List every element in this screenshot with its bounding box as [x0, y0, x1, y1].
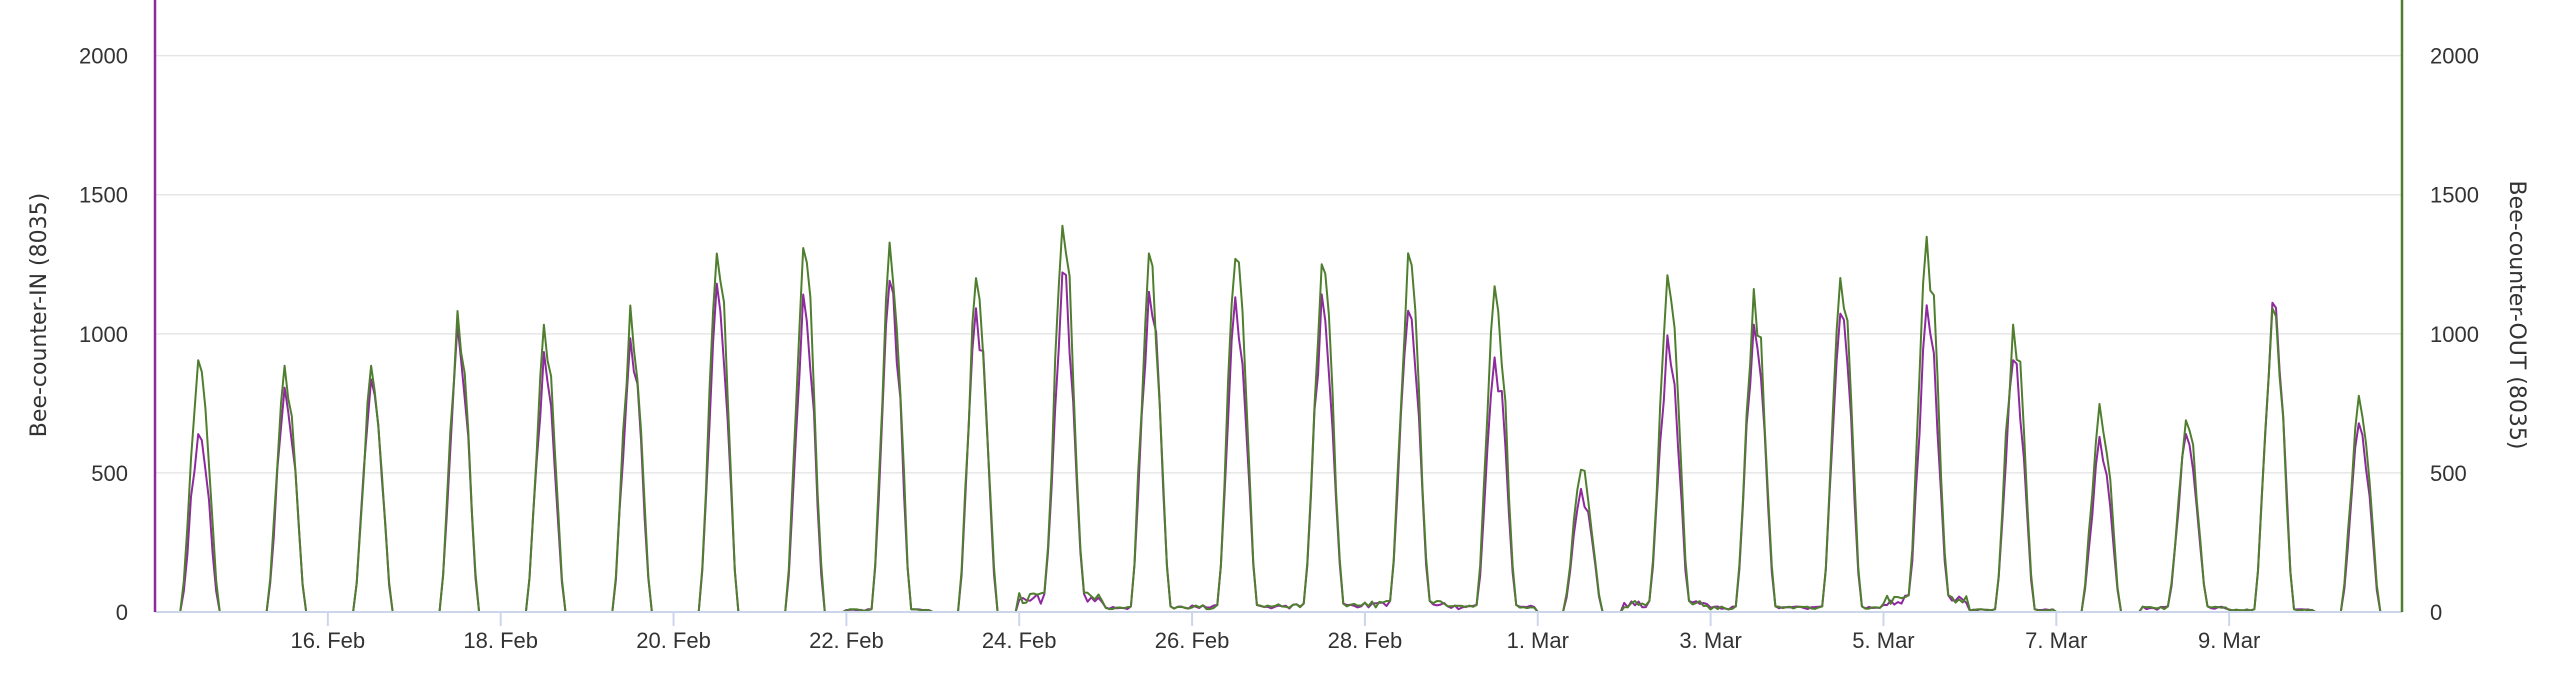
x-tick-label: 7. Mar [2025, 628, 2087, 653]
y-right-tick-label: 1500 [2430, 183, 2479, 208]
y-left-tick-label: 0 [116, 600, 128, 625]
y-left-tick-labels: 0 500 1000 1500 2000 [79, 44, 128, 625]
x-tick-label: 28. Feb [1328, 628, 1403, 653]
x-tick-label: 9. Mar [2198, 628, 2260, 653]
x-tick-label: 5. Mar [1852, 628, 1914, 653]
y-right-tick-label: 2000 [2430, 44, 2479, 69]
x-tick-label: 16. Feb [291, 628, 366, 653]
y-right-tick-label: 1000 [2430, 322, 2479, 347]
y-left-tick-label: 500 [91, 461, 128, 486]
series-line-out [155, 224, 2399, 613]
series-group [155, 224, 2399, 613]
y-right-axis-title: Bee-counter-OUT (8035) [2504, 181, 2529, 450]
y-right-tick-label: 0 [2430, 600, 2442, 625]
x-tick-label: 22. Feb [809, 628, 884, 653]
x-tick-label: 18. Feb [463, 628, 538, 653]
gridlines [155, 54, 2402, 474]
x-tick-label: 1. Mar [1507, 628, 1569, 653]
x-tick-labels: 16. Feb 18. Feb 20. Feb 22. Feb 24. Feb 26. F… [291, 628, 2261, 653]
series-line-in [155, 271, 2399, 613]
y-left-tick-label: 2000 [79, 44, 128, 69]
x-tick-label: 20. Feb [636, 628, 711, 653]
y-left-tick-label: 1000 [79, 322, 128, 347]
y-left-tick-label: 1500 [79, 183, 128, 208]
x-tick-label: 24. Feb [982, 628, 1057, 653]
x-tick-label: 26. Feb [1155, 628, 1230, 653]
x-tick-label: 3. Mar [1679, 628, 1741, 653]
y-left-axis-title: Bee-counter-IN (8035) [27, 193, 52, 437]
y-right-tick-label: 500 [2430, 461, 2467, 486]
axes [153, 0, 2404, 626]
y-right-tick-labels: 0 500 1000 1500 2000 [2430, 44, 2479, 625]
